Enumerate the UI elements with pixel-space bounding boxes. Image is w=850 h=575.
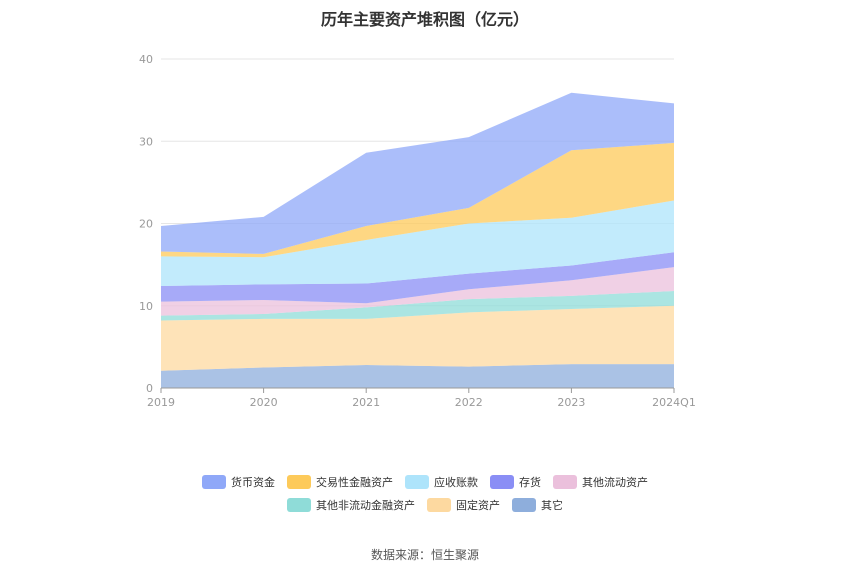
source-note: 数据来源：恒生聚源 (370, 548, 479, 562)
legend-swatch (287, 498, 311, 512)
area-series-2 (161, 290, 674, 321)
x-tick-label: 2024Q1 (652, 396, 696, 409)
legend-item[interactable]: 存货 (490, 474, 541, 490)
legend-swatch (405, 475, 429, 489)
legend-label: 存货 (519, 476, 541, 489)
y-tick-label: 0 (146, 382, 153, 395)
legend-item[interactable]: 交易性金融资产 (287, 474, 393, 490)
y-tick-label: 20 (139, 218, 153, 231)
area-series-6 (161, 142, 674, 258)
legend-label: 其他流动资产 (582, 476, 648, 489)
legend-label: 固定资产 (456, 499, 500, 512)
legend-item[interactable]: 应收账款 (405, 474, 478, 490)
x-tick-label: 2022 (455, 396, 483, 409)
legend-row: 其他非流动金融资产 固定资产 其它 (0, 497, 850, 513)
legend-swatch (553, 475, 577, 489)
area-series-1 (161, 305, 674, 371)
x-tick-label: 2019 (147, 396, 175, 409)
y-tick-label: 30 (139, 135, 153, 148)
legend-label: 应收账款 (434, 476, 478, 489)
area-series-3 (161, 267, 674, 316)
legend-swatch (512, 498, 536, 512)
legend-item[interactable]: 其它 (512, 497, 563, 513)
legend-item[interactable]: 货币资金 (202, 474, 275, 490)
x-tick-label: 2021 (352, 396, 380, 409)
x-tick-label: 2020 (250, 396, 278, 409)
legend-swatch (287, 475, 311, 489)
legend: 货币资金 交易性金融资产 应收账款 存货 其他流动资产其他非流动金融资产 固定资产 其它 (0, 474, 850, 520)
area-series-4 (161, 252, 674, 304)
legend-swatch (490, 475, 514, 489)
x-tick-label: 2023 (557, 396, 585, 409)
legend-row: 货币资金 交易性金融资产 应收账款 存货 其他流动资产 (0, 474, 850, 490)
legend-swatch (202, 475, 226, 489)
legend-label: 其他非流动金融资产 (316, 499, 415, 512)
y-tick-label: 10 (139, 300, 153, 313)
legend-item[interactable]: 固定资产 (427, 497, 500, 513)
area-series-7 (161, 92, 674, 254)
y-tick-label: 40 (139, 53, 153, 66)
legend-item[interactable]: 其他非流动金融资产 (287, 497, 415, 513)
legend-label: 货币资金 (231, 476, 275, 489)
area-series-5 (161, 200, 674, 287)
legend-label: 其它 (541, 499, 563, 512)
axes: 0 10 20 30 40 2019 2020 2021 2022 2023 2024Q1 (139, 53, 696, 409)
legend-item[interactable]: 其他流动资产 (553, 474, 648, 490)
legend-label: 交易性金融资产 (316, 476, 393, 489)
area-series-group (161, 92, 674, 388)
legend-swatch (427, 498, 451, 512)
chart-title: 历年主要资产堆积图（亿元） (320, 10, 529, 29)
stacked-area-chart: 0 10 20 30 40 2019 2020 2021 2022 2023 2024Q1 (139, 53, 696, 409)
area-series-0 (161, 364, 674, 388)
